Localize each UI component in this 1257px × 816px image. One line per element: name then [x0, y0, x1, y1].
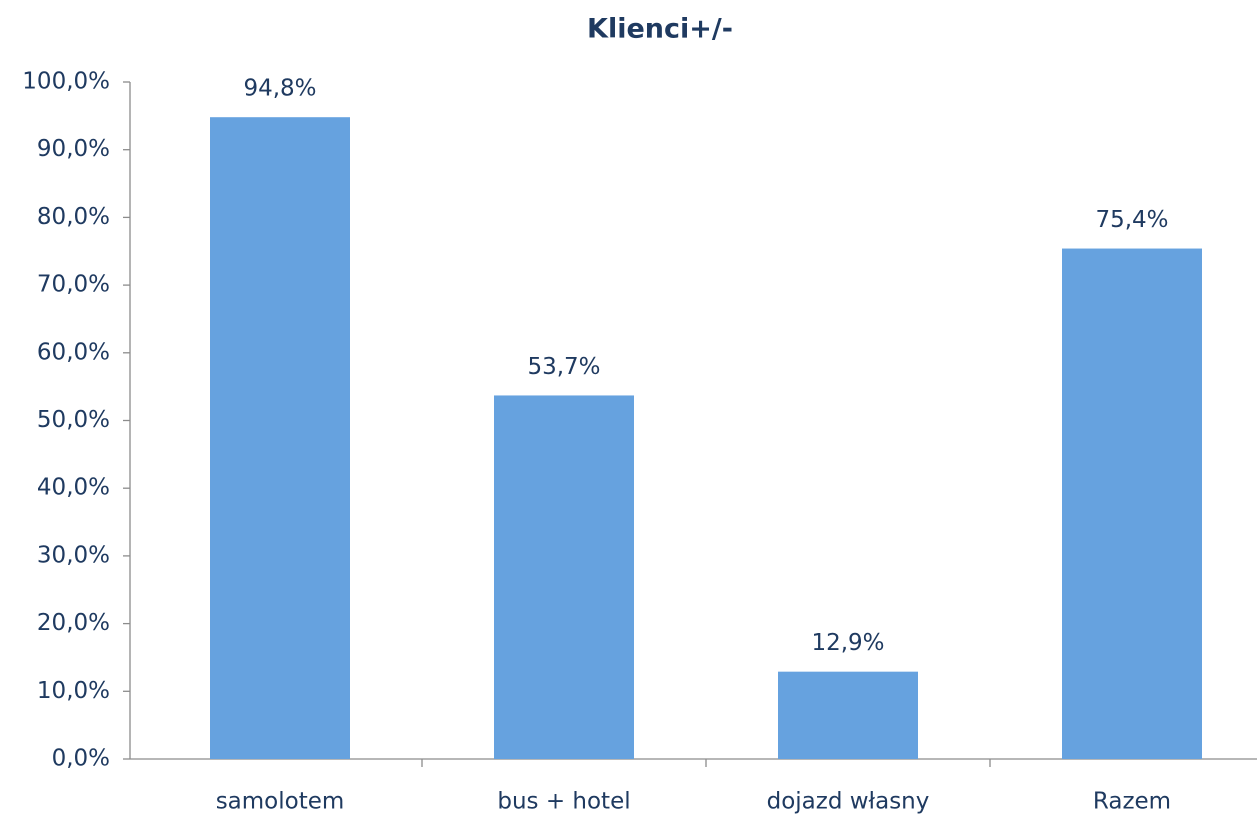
- x-tick-label: Razem: [1093, 789, 1171, 815]
- data-label: 75,4%: [1095, 207, 1168, 233]
- y-tick-label: 70,0%: [37, 272, 110, 298]
- y-tick-label: 10,0%: [37, 678, 110, 704]
- data-label: 53,7%: [527, 354, 600, 380]
- data-label: 12,9%: [811, 630, 884, 656]
- x-tick-label: bus + hotel: [497, 789, 630, 815]
- bar: [1062, 248, 1202, 760]
- y-tick-label: 40,0%: [37, 475, 110, 501]
- x-tick-label: dojazd własny: [767, 789, 930, 815]
- bar: [778, 671, 918, 759]
- data-label: 94,8%: [243, 76, 316, 102]
- bar: [210, 117, 350, 760]
- y-tick-label: 100,0%: [22, 69, 110, 95]
- x-tick-label: samolotem: [216, 789, 345, 815]
- y-tick-label: 90,0%: [37, 136, 110, 162]
- y-tick-label: 20,0%: [37, 610, 110, 636]
- y-tick-label: 30,0%: [37, 542, 110, 568]
- y-tick-label: 60,0%: [37, 339, 110, 365]
- chart-title: Klienci+/-: [587, 14, 733, 45]
- y-tick-label: 80,0%: [37, 204, 110, 230]
- y-tick-label: 0,0%: [52, 746, 110, 772]
- y-tick-label: 50,0%: [37, 407, 110, 433]
- bar: [494, 395, 634, 759]
